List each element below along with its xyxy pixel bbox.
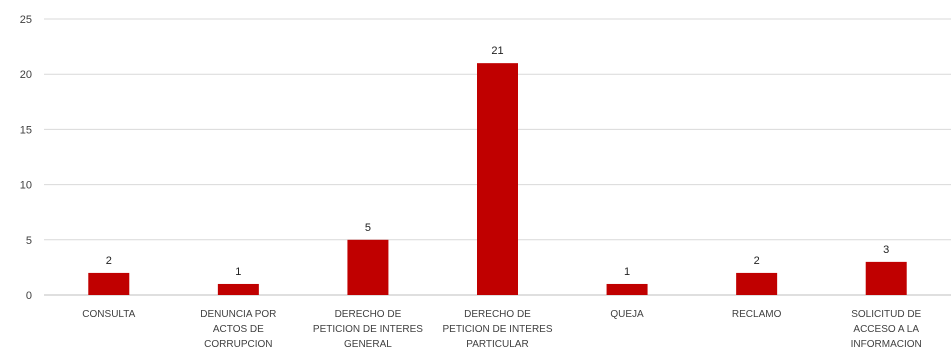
- bar: [736, 272, 778, 295]
- bar: [347, 239, 389, 295]
- bar: [865, 261, 907, 295]
- y-tick-label: 0: [26, 290, 32, 302]
- data-label: 3: [883, 244, 889, 256]
- data-label: 21: [491, 45, 503, 57]
- y-tick-label: 5: [26, 235, 32, 247]
- x-tick-label: RECLAMO: [732, 309, 782, 320]
- data-label: 2: [106, 255, 112, 267]
- x-tick-label: SOLICITUD DE ACCESO A LA INFORMACION: [851, 309, 922, 350]
- bar: [477, 63, 518, 295]
- bar: [88, 272, 130, 295]
- bars: [88, 63, 907, 295]
- x-tick-label: CONSULTA: [82, 309, 135, 320]
- bar: [217, 283, 259, 295]
- x-axis: CONSULTA DENUNCIA POR ACTOS DE CORRUPCION DE…: [82, 309, 921, 350]
- y-tick-label: 20: [20, 69, 32, 81]
- x-tick-label: QUEJA: [610, 309, 644, 320]
- y-tick-label: 25: [20, 14, 32, 26]
- data-label: 1: [624, 266, 630, 278]
- data-label: 2: [754, 255, 760, 267]
- y-tick-label: 15: [20, 124, 32, 136]
- data-label: 5: [365, 222, 371, 234]
- bar: [606, 283, 648, 295]
- data-label: 1: [235, 266, 241, 278]
- y-axis: 0 5 10 15 20 25: [20, 14, 32, 302]
- y-tick-label: 10: [20, 180, 32, 192]
- x-tick-label: DERECHO DE PETICION DE INTERES GENERAL: [313, 309, 423, 350]
- x-tick-label: DERECHO DE PETICION DE INTERES PARTICULAR: [442, 309, 552, 350]
- x-tick-label: DENUNCIA POR ACTOS DE CORRUPCION: [200, 309, 276, 350]
